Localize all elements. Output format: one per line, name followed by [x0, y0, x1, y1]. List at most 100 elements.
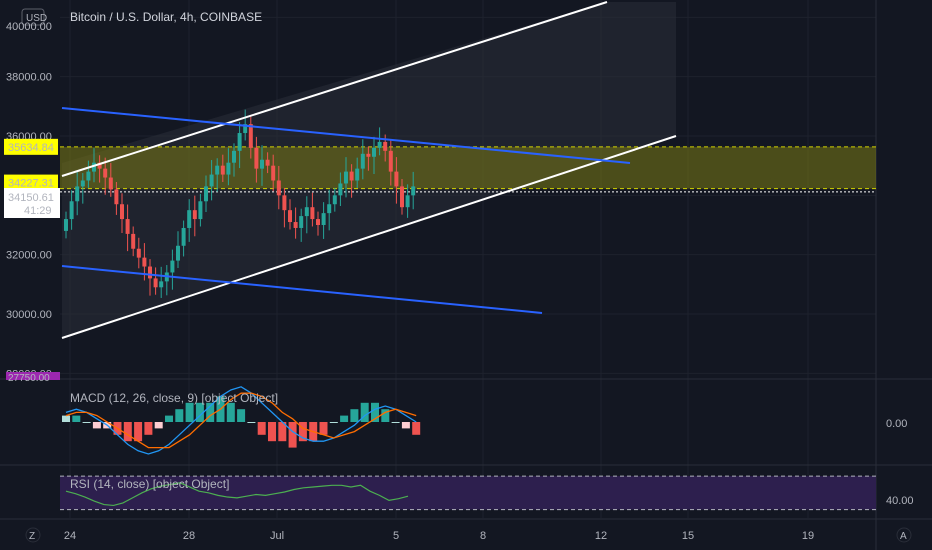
macd-axis-value: 0.00: [886, 418, 907, 430]
price-label-lowest: 27750.00: [8, 373, 50, 384]
trendline-upper[interactable]: [61, 107, 631, 164]
macd-histogram-bar: [92, 422, 101, 429]
candle-body: [344, 171, 348, 184]
time-axis-left-button-label: Z: [29, 531, 35, 542]
candle-body: [170, 260, 175, 273]
last-price-box: [4, 188, 60, 218]
macd-histogram-bar: [62, 415, 70, 422]
candle-body: [299, 216, 304, 228]
time-axis-right-button[interactable]: A: [896, 527, 912, 543]
candle-body: [64, 219, 68, 231]
channel-upper-line[interactable]: [61, 1, 608, 177]
candle-body: [125, 219, 130, 234]
candle-body: [69, 201, 74, 220]
macd-signal-line: [65, 392, 417, 449]
candle-body: [209, 174, 214, 187]
candle-body: [276, 180, 281, 196]
chart-title: Bitcoin / U.S. Dollar, 4h, COINBASE: [70, 10, 262, 24]
macd-histogram-bar: [350, 409, 359, 422]
time-axis-label: Jul: [270, 530, 284, 542]
rsi-axis-value: 40.00: [886, 495, 914, 507]
time-axis-right-button-label: A: [900, 531, 907, 542]
candle-body: [187, 210, 192, 228]
candle-body: [316, 219, 320, 225]
macd-histogram-bar: [401, 422, 410, 429]
price-label-lowest-box: [6, 372, 60, 380]
macd-histogram-bar: [144, 422, 153, 435]
candle-body: [243, 124, 248, 134]
candle-body: [394, 171, 399, 187]
time-axis-left-button[interactable]: Z: [25, 527, 41, 543]
macd-histogram-bar: [123, 422, 132, 442]
candle-body: [103, 168, 108, 178]
candle-body: [321, 213, 326, 225]
macd-histogram-bar: [237, 409, 246, 422]
time-axis-left-button-ring: [25, 527, 41, 543]
candle-body: [108, 177, 113, 190]
candle-body: [232, 150, 236, 163]
macd-label: MACD (12, 26, close, 9) [object Object]: [70, 391, 278, 405]
candle-body: [349, 171, 354, 181]
macd-histogram-bar: [268, 422, 276, 442]
candle-body: [204, 186, 208, 202]
macd-histogram-bar: [247, 422, 256, 423]
macd-histogram-bar: [278, 422, 287, 442]
candle-body: [372, 147, 376, 157]
macd-histogram-bar: [329, 422, 338, 423]
candle-body: [142, 257, 147, 267]
macd-histogram-bar: [381, 409, 390, 422]
macd-histogram-bar: [360, 402, 369, 422]
candle-body: [271, 165, 276, 181]
candle-body: [338, 183, 343, 196]
candle-body: [159, 281, 164, 288]
candle-body: [405, 195, 410, 208]
time-axis-label: 8: [480, 530, 486, 542]
time-axis-right-button-ring: [896, 527, 912, 543]
macd-histogram-bar: [319, 422, 328, 435]
trendline-lower[interactable]: [61, 265, 543, 314]
rsi-line: [65, 482, 409, 507]
candle-body: [226, 162, 231, 175]
candle-body: [198, 201, 203, 220]
currency-badge-label: USD: [26, 13, 47, 24]
candle-body: [254, 147, 259, 169]
candle-body: [86, 171, 91, 181]
candle-body: [80, 180, 85, 187]
macd-histogram-bar: [206, 402, 215, 422]
candle-body: [136, 248, 141, 258]
candle-body: [282, 195, 287, 211]
macd-histogram-bar: [154, 422, 163, 429]
level-label-high: 35634.84: [8, 142, 54, 154]
candle-body: [332, 195, 337, 205]
level-label-high-box: [4, 138, 58, 155]
rsi-pane: [60, 475, 876, 511]
candle-body: [383, 141, 388, 151]
macd-histogram-bar: [412, 422, 421, 435]
channel-lower-line[interactable]: [61, 135, 677, 339]
candle-body: [310, 207, 315, 220]
currency-badge[interactable]: USD: [21, 8, 47, 26]
macd-histogram-bar: [298, 422, 307, 442]
macd-pane: [62, 386, 421, 455]
macd-histogram-bar: [82, 422, 91, 423]
candle-body: [304, 207, 309, 217]
macd-histogram-bar: [391, 422, 400, 423]
time-axis-label: 28: [183, 530, 195, 542]
macd-histogram-bar: [165, 415, 173, 422]
time-axis-label: 5: [393, 530, 399, 542]
macd-histogram-bar: [257, 422, 266, 435]
level-label-low: 34227.31: [8, 178, 54, 190]
candle-body: [92, 162, 96, 172]
candle-body: [181, 227, 186, 246]
candle-body: [248, 124, 253, 148]
macd-histogram-bar: [175, 409, 184, 422]
macd-histogram-bar: [185, 402, 194, 422]
level-label-low-box: [4, 174, 58, 191]
candle-body: [355, 168, 360, 181]
macd-histogram-bar: [195, 402, 204, 422]
candles: [64, 109, 416, 298]
last-price-label: 34150.61: [8, 192, 54, 204]
candle-body: [293, 222, 298, 228]
time-axis: 24 28 Jul 5 8 12 15 19: [64, 530, 814, 542]
